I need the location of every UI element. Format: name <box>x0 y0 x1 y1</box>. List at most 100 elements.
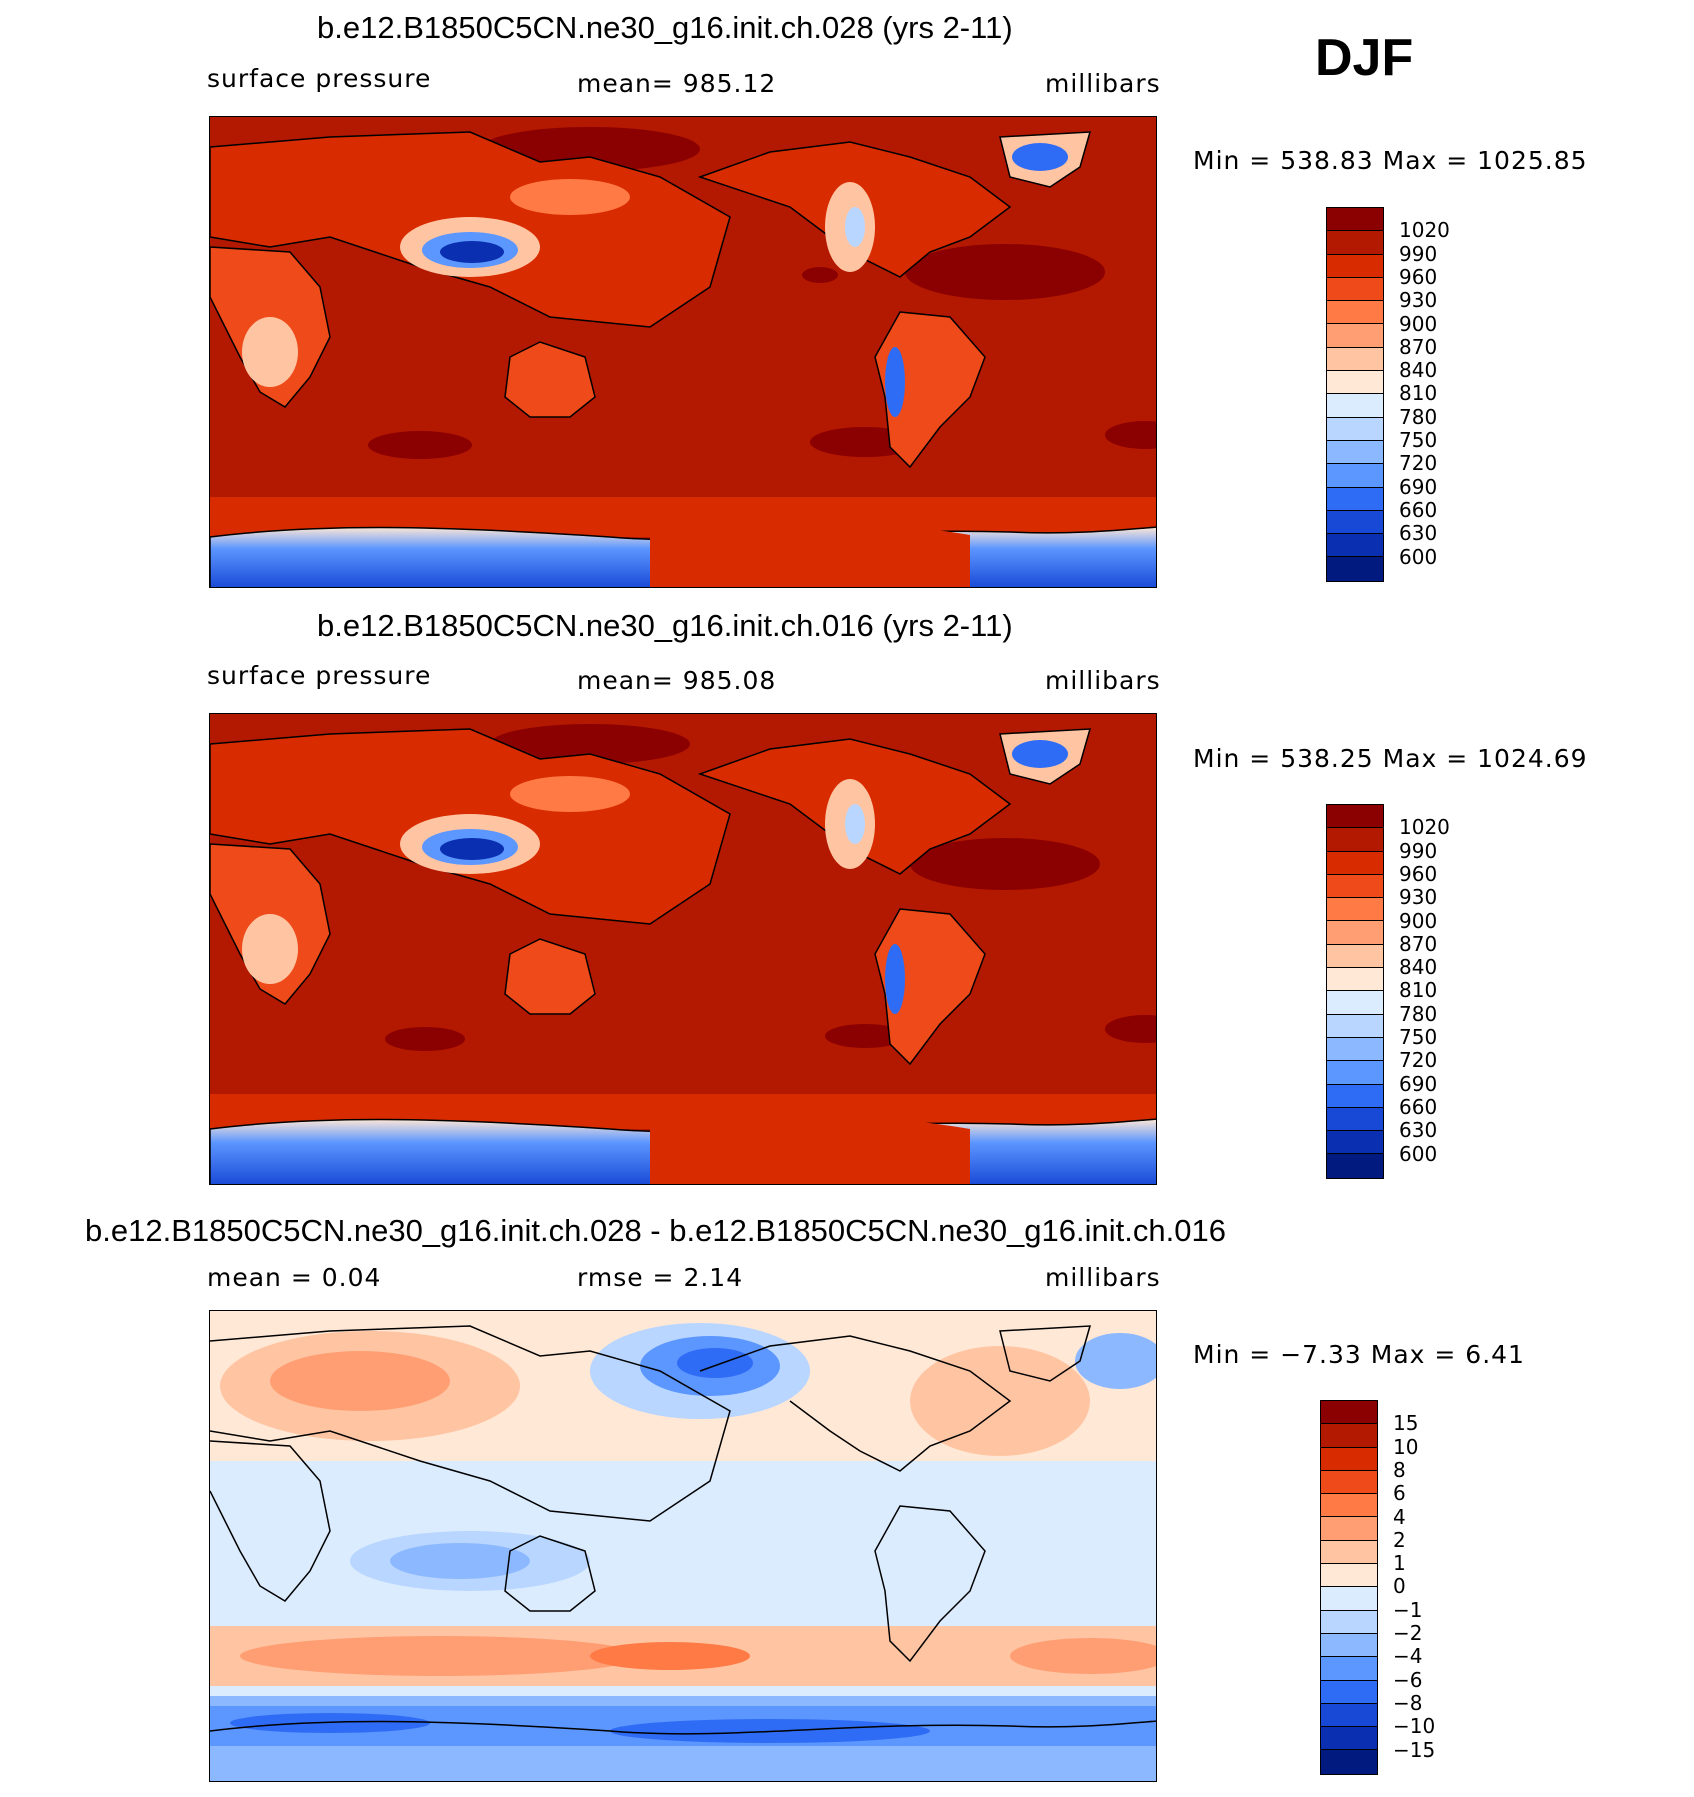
panel-1-title: b.e12.B1850C5CN.ne30_g16.init.ch.028 (yr… <box>317 10 1013 45</box>
colorbar-swatch <box>1327 828 1383 852</box>
colorbar-tick-label: 780 <box>1399 404 1438 429</box>
colorbar-swatch <box>1327 371 1383 395</box>
colorbar-swatch <box>1327 417 1383 441</box>
colorbar-tick-label: 660 <box>1399 497 1438 522</box>
colorbar-tick-label: 750 <box>1399 428 1438 452</box>
colorbar-tick-label: −8 <box>1393 1690 1423 1715</box>
season-label: DJF <box>1315 29 1414 87</box>
colorbar-swatch <box>1327 1084 1383 1108</box>
colorbar-swatch <box>1327 1061 1383 1085</box>
panel-3-units-label: millibars <box>1045 1263 1161 1292</box>
panel-1-units-label: millibars <box>1045 69 1161 98</box>
colorbar-tick-label: 750 <box>1399 1025 1438 1049</box>
colorbar-swatch <box>1327 510 1383 535</box>
colorbar-tick-label: 870 <box>1399 931 1438 956</box>
colorbar-swatch <box>1321 1401 1377 1425</box>
colorbar-tick-label: −4 <box>1393 1644 1423 1669</box>
colorbar-tick-label: 810 <box>1399 978 1438 1003</box>
colorbar-tick-label: 840 <box>1399 358 1438 383</box>
colorbar-tick-label: −10 <box>1393 1714 1436 1739</box>
colorbar-swatch <box>1327 534 1383 558</box>
panel-3-rmse-label: rmse = 2.14 <box>577 1263 744 1292</box>
colorbar-tick-label: 720 <box>1399 451 1438 476</box>
colorbar-swatch <box>1327 921 1383 945</box>
colorbar-swatch <box>1321 1680 1377 1704</box>
colorbar-tick-label: 930 <box>1399 288 1438 313</box>
colorbar-tick-label: 690 <box>1399 1071 1438 1096</box>
colorbar-swatch <box>1327 1154 1383 1178</box>
colorbar-tick-label: 960 <box>1399 861 1438 886</box>
panel-1-mean-label: mean= 985.12 <box>577 69 777 98</box>
colorbar-swatch <box>1327 944 1383 969</box>
colorbar-swatch <box>1327 464 1383 488</box>
colorbar-tick-label: 630 <box>1399 1118 1438 1143</box>
colorbar-tick-label: −15 <box>1393 1737 1436 1762</box>
colorbar-swatch <box>1327 968 1383 992</box>
colorbar-tick-label: 10 <box>1393 1434 1419 1459</box>
panel-3-minmax-label: Min = −7.33 Max = 6.41 <box>1193 1340 1525 1369</box>
colorbar-tick-label: 720 <box>1399 1048 1438 1073</box>
colorbar-tick-label: 15 <box>1393 1411 1419 1436</box>
colorbar-tick-label: 990 <box>1399 241 1438 266</box>
colorbar-tick-label: 900 <box>1399 908 1438 933</box>
colorbar-swatch <box>1327 324 1383 348</box>
colorbar-swatch <box>1321 1517 1377 1541</box>
colorbar-swatch <box>1321 1727 1377 1751</box>
colorbar-tick-label: 1020 <box>1399 218 1450 243</box>
colorbar-swatch <box>1327 1131 1383 1155</box>
colorbar-swatch <box>1327 851 1383 875</box>
colorbar-swatch <box>1321 1657 1377 1681</box>
colorbar-tick-label: 1020 <box>1399 815 1450 840</box>
panel-1-map <box>209 116 1157 588</box>
colorbar-swatch <box>1321 1703 1377 1728</box>
panel-3-mean-label: mean = 0.04 <box>207 1263 382 1292</box>
colorbar-swatch <box>1321 1750 1377 1774</box>
colorbar-swatch <box>1327 301 1383 325</box>
colorbar-swatch <box>1321 1633 1377 1658</box>
colorbar-tick-label: 0 <box>1393 1574 1406 1599</box>
colorbar-tick-label: 810 <box>1399 381 1438 406</box>
panel-2-map-graphic <box>210 714 1156 1184</box>
colorbar-tick-label: 870 <box>1399 334 1438 359</box>
colorbar-swatch <box>1327 557 1383 581</box>
colorbar-swatch <box>1327 898 1383 922</box>
panel-2-mean-label: mean= 985.08 <box>577 666 777 695</box>
panel-3-title: b.e12.B1850C5CN.ne30_g16.init.ch.028 - b… <box>85 1213 1226 1248</box>
colorbar-swatch <box>1321 1424 1377 1448</box>
colorbar-swatch <box>1321 1470 1377 1495</box>
colorbar-swatch <box>1327 874 1383 899</box>
colorbar-tick-label: −2 <box>1393 1621 1423 1645</box>
colorbar-tick-label: 660 <box>1399 1094 1438 1119</box>
colorbar-swatch <box>1327 254 1383 278</box>
colorbar-tick-label: 900 <box>1399 311 1438 336</box>
panel-3-map <box>209 1310 1157 1782</box>
panel-1-variable-label: surface pressure <box>207 64 432 93</box>
colorbar-swatch <box>1327 487 1383 511</box>
panel-2-minmax-label: Min = 538.25 Max = 1024.69 <box>1193 744 1588 773</box>
colorbar-swatch <box>1327 347 1383 372</box>
colorbar-swatch <box>1321 1610 1377 1634</box>
colorbar-swatch <box>1321 1564 1377 1588</box>
colorbar-tick-label: 630 <box>1399 521 1438 546</box>
colorbar-tick-label: 990 <box>1399 838 1438 863</box>
colorbar-swatch <box>1327 440 1383 465</box>
panel-2-variable-label: surface pressure <box>207 661 432 690</box>
colorbar-tick-label: 8 <box>1393 1457 1406 1482</box>
colorbar-tick-label: 4 <box>1393 1504 1406 1529</box>
panel-2-units-label: millibars <box>1045 666 1161 695</box>
panel-2-map <box>209 713 1157 1185</box>
panel-1-map-graphic <box>210 117 1156 587</box>
colorbar-swatch <box>1321 1587 1377 1611</box>
colorbar-tick-label: 840 <box>1399 955 1438 980</box>
colorbar-swatch <box>1327 277 1383 302</box>
colorbar-swatch <box>1327 805 1383 829</box>
colorbar-tick-label: 600 <box>1399 1141 1438 1166</box>
colorbar-tick-label: −6 <box>1393 1667 1423 1692</box>
colorbar-swatch <box>1327 1037 1383 1062</box>
colorbar-tick-label: 600 <box>1399 544 1438 569</box>
colorbar-tick-label: 960 <box>1399 264 1438 289</box>
colorbar-tick-label: 6 <box>1393 1481 1406 1506</box>
colorbar-swatch <box>1327 991 1383 1015</box>
colorbar-swatch <box>1327 1014 1383 1038</box>
panel-3-map-graphic <box>210 1311 1156 1781</box>
